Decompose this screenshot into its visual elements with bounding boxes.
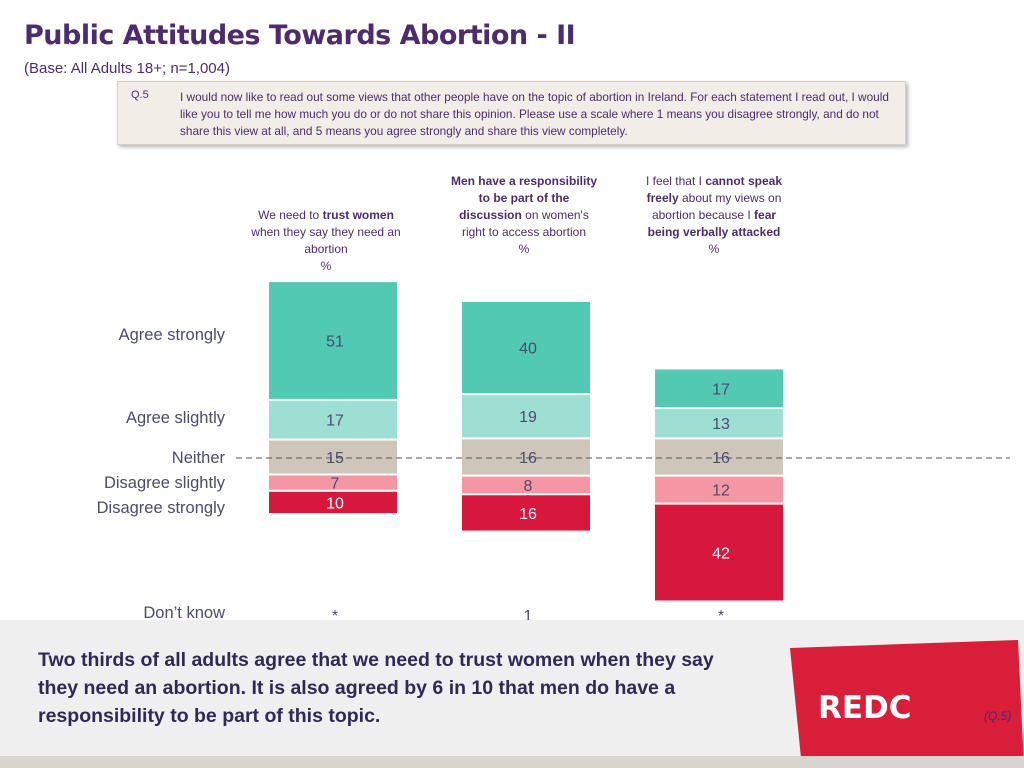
data-label-agree-strongly-3: 17 [712,381,730,398]
dont-know-label-1: * [332,608,338,625]
data-label-disagree-slightly-3: 12 [712,483,730,500]
stacked-bar-chart: 51 17 15 7 10 * 40 19 16 8 16 1 17 13 16 12 42 * [236,282,1010,625]
bar-segment-agree-strongly-2 [462,301,590,394]
column-header-3-bold-2: fear being verbally attacked [647,208,781,239]
column-header-3-bold: cannot speak freely [646,174,783,205]
column-header-1-unit: % [320,259,332,273]
row-label-agree-strongly: Agree strongly [118,326,225,344]
question-number: Q.5 [131,89,149,101]
data-label-agree-slightly-2: 19 [519,409,537,426]
dont-know-label-3: * [718,608,724,625]
bar-segment-disagree-slightly-3 [655,476,783,503]
column-header-2-text: on women's right to access abortion [461,208,589,239]
column-header-1-bold: trust women [322,208,394,222]
data-label-agree-slightly-1: 17 [326,413,344,430]
bar-segment-agree-strongly-3 [655,369,783,408]
data-label-neither-1: 15 [326,450,344,467]
data-label-agree-slightly-3: 13 [712,416,730,433]
bar-segment-agree-strongly-1 [269,282,397,399]
column-header-1-text: We need to [258,208,323,222]
summary-text: Two thirds of all adults agree that we n… [38,649,714,727]
base-note: (Base: All Adults 18+; n=1,004) [24,60,230,77]
bar-segment-disagree-strongly-3 [655,504,783,601]
data-label-disagree-strongly-1: 10 [326,495,344,512]
question-reference: (Q.5) [984,709,1012,723]
row-label-dont-know: Don’t know [143,604,225,622]
column-header-2-unit: % [518,242,530,256]
column-header-3-unit: % [708,242,720,256]
bar-segment-neither-3 [655,439,783,475]
column-header-3-text-2: about my views on abortion because I [651,191,782,222]
bar-segment-disagree-slightly-2 [462,476,590,494]
bar-segment-disagree-strongly-2 [462,495,590,531]
column-header-3: I feel that I cannot speak freely about … [639,173,789,258]
redc-logo: REDC [818,690,912,726]
row-label-agree-slightly: Agree slightly [125,409,225,427]
brand-shape [790,640,1024,768]
data-label-disagree-slightly-1: 7 [331,476,340,493]
column-header-1-text-2: when they say they need an abortion [251,225,401,256]
column-header-1: We need to trust women when they say the… [251,207,401,275]
data-label-neither-3: 16 [712,450,730,467]
row-label-disagree-strongly: Disagree strongly [96,499,225,517]
question-text: I would now like to read out some views … [180,90,889,138]
dont-know-label-2: 1 [524,608,533,625]
data-label-disagree-strongly-3: 42 [712,546,730,563]
column-header-2: Men have a responsibility to be part of … [449,173,599,258]
bar-segment-agree-slightly-1 [269,400,397,439]
bar-segment-neither-2 [462,439,590,475]
data-label-agree-strongly-2: 40 [519,340,537,357]
bar-segment-agree-slightly-3 [655,409,783,438]
bar-segment-neither-1 [269,440,397,474]
question-box: Q.5 I would now like to read out some vi… [117,81,906,145]
data-label-agree-strongly-1: 51 [326,334,344,351]
brand-red-polygon [790,640,1024,768]
footer-strip [0,756,1024,768]
data-label-disagree-slightly-2: 8 [524,478,533,495]
bar-segment-disagree-slightly-1 [269,475,397,490]
data-label-neither-2: 16 [519,450,537,467]
column-header-3-text: I feel that I [645,174,706,188]
page-title: Public Attitudes Towards Abortion - II [24,20,576,51]
data-label-disagree-strongly-2: 16 [519,506,537,523]
row-label-disagree-slightly: Disagree slightly [103,474,225,492]
row-label-neither: Neither [171,449,225,467]
bar-segment-agree-slightly-2 [462,395,590,438]
column-header-2-bold: Men have a responsibility to be part of … [450,174,598,222]
bar-segment-disagree-strongly-1 [269,491,397,514]
